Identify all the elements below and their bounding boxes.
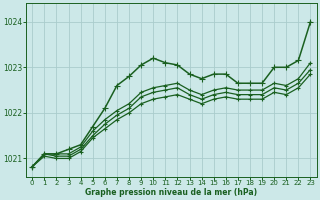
X-axis label: Graphe pression niveau de la mer (hPa): Graphe pression niveau de la mer (hPa)	[85, 188, 257, 197]
